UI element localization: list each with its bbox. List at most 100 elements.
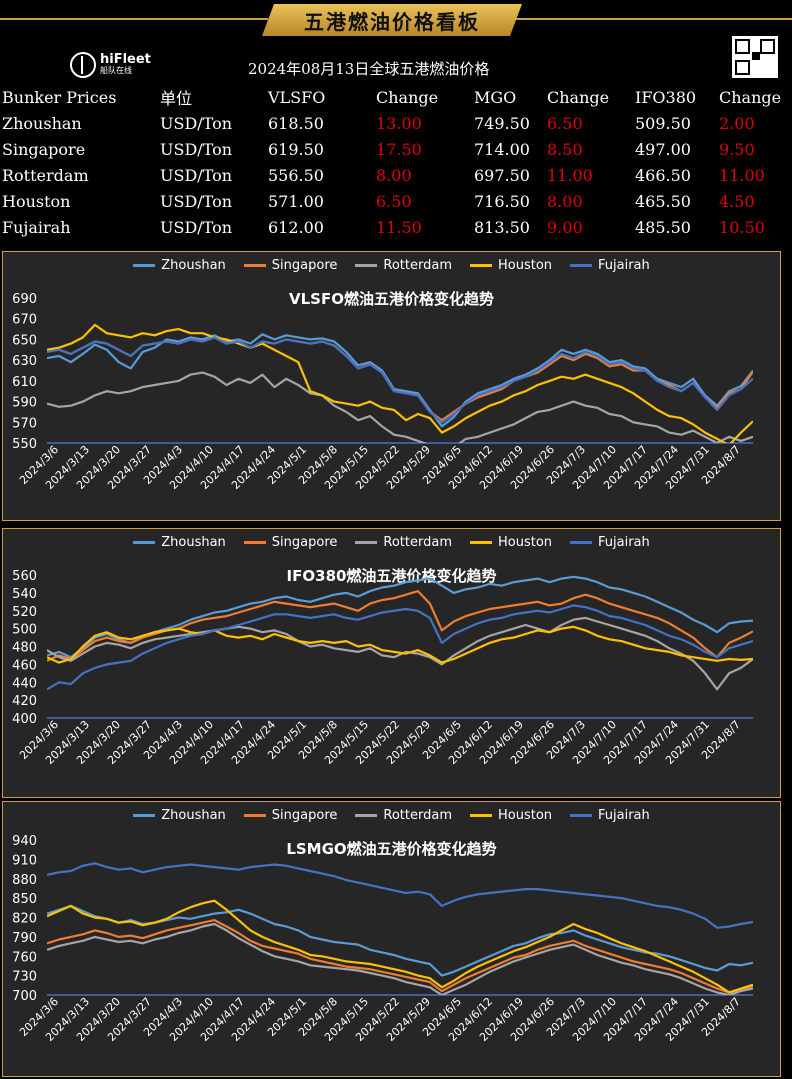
legend-item: Zhoushan <box>133 258 226 273</box>
legend-swatch <box>243 814 266 817</box>
y-tick-label: 590 <box>12 396 37 411</box>
legend-item: Houston <box>469 258 552 273</box>
legend-item: Fujairah <box>570 808 650 823</box>
date-title: 2024年08月13日全球五港燃油价格 <box>248 60 490 78</box>
legend-swatch <box>133 264 156 267</box>
legend-swatch <box>133 541 156 544</box>
price-cell: 697.50 <box>474 165 530 185</box>
y-tick-label: 400 <box>12 712 37 727</box>
price-cell: 714.00 <box>474 139 530 159</box>
legend-label: Zhoushan <box>161 258 226 273</box>
table-row: Rotterdam USD/Ton 556.50 8.00 697.50 11.00 466… <box>2 162 781 188</box>
logo: hiFleet 船队在线 <box>70 52 151 78</box>
y-tick-label: 570 <box>12 416 37 431</box>
y-tick-label: 820 <box>12 912 37 927</box>
price-cell: 749.50 <box>474 113 530 133</box>
change-cell: 6.50 <box>376 191 412 211</box>
change-cell: 13.00 <box>376 113 422 133</box>
chart-panel-ifo380: Zhoushan Singapore Rotterdam Houston Fujaira… <box>2 528 781 798</box>
series-line-houston <box>47 625 753 664</box>
chart-svg: 6906706506306105905705502024/3/62024/3/1… <box>12 292 753 492</box>
legend-label: Fujairah <box>598 808 650 823</box>
port-cell: Houston <box>2 191 71 211</box>
legend-swatch <box>570 814 593 817</box>
series-line-singapore <box>47 336 753 422</box>
table-row: Houston USD/Ton 571.00 6.50 716.50 8.00 465.50… <box>2 188 781 214</box>
chart-title: IFO380燃油五港价格变化趋势 <box>286 567 497 585</box>
y-tick-label: 630 <box>12 354 37 369</box>
legend-swatch <box>469 541 492 544</box>
y-tick-label: 730 <box>12 970 37 985</box>
logo-sub: 船队在线 <box>100 66 132 75</box>
change-cell: 17.50 <box>376 139 422 159</box>
y-tick-label: 850 <box>12 892 37 907</box>
table-row: Singapore USD/Ton 619.50 17.50 714.00 8.50 497… <box>2 136 781 162</box>
legend-label: Singapore <box>271 535 338 550</box>
port-cell: Zhoushan <box>2 113 82 133</box>
chart-legend: Zhoushan Singapore Rotterdam Houston Fujaira… <box>3 808 780 823</box>
change-cell: 8.00 <box>376 165 412 185</box>
change-cell: 2.00 <box>719 113 755 133</box>
y-tick-label: 690 <box>12 292 37 307</box>
header-cell: VLSFO <box>268 87 326 107</box>
legend-swatch <box>570 264 593 267</box>
legend-swatch <box>355 541 378 544</box>
series-line-singapore <box>47 918 753 994</box>
legend-label: Houston <box>497 808 553 823</box>
port-cell: Singapore <box>2 139 86 159</box>
series-line-houston <box>47 899 753 994</box>
legend-label: Rotterdam <box>383 808 452 823</box>
unit-cell: USD/Ton <box>160 113 233 133</box>
legend-item: Houston <box>469 808 553 823</box>
legend-item: Zhoushan <box>133 535 226 550</box>
legend-label: Rotterdam <box>383 258 452 273</box>
price-cell: 465.50 <box>635 191 691 211</box>
header-cell: Bunker Prices <box>2 87 117 107</box>
legend-item: Rotterdam <box>355 258 452 273</box>
chart-legend: Zhoushan Singapore Rotterdam Houston Fujaira… <box>3 258 780 273</box>
y-tick-label: 520 <box>12 605 37 620</box>
y-tick-label: 910 <box>12 853 37 868</box>
legend-item: Fujairah <box>570 258 650 273</box>
header-cell: IFO380 <box>635 87 697 107</box>
legend-label: Singapore <box>271 808 338 823</box>
y-tick-label: 650 <box>12 333 37 348</box>
legend-swatch <box>469 264 492 267</box>
header-cell: 单位 <box>160 89 193 108</box>
legend-swatch <box>469 814 492 817</box>
chart-svg: 5605405205004804604404204002024/3/62024/… <box>12 569 753 767</box>
chart-panel-lsmgo: Zhoushan Singapore Rotterdam Houston Fujaira… <box>2 801 781 1077</box>
unit-cell: USD/Ton <box>160 139 233 159</box>
change-cell: 10.50 <box>719 217 765 237</box>
price-cell: 497.00 <box>635 139 691 159</box>
price-cell: 813.50 <box>474 217 530 237</box>
change-cell: 8.50 <box>547 139 583 159</box>
change-cell: 6.50 <box>547 113 583 133</box>
y-tick-label: 440 <box>12 676 37 691</box>
y-tick-label: 940 <box>12 834 37 849</box>
series-line-zhoushan <box>47 575 753 659</box>
y-tick-label: 460 <box>12 658 37 673</box>
y-tick-label: 760 <box>12 950 37 965</box>
change-cell: 8.00 <box>547 191 583 211</box>
banner-left-rule <box>0 18 268 20</box>
y-tick-label: 700 <box>12 989 37 1004</box>
legend-swatch <box>355 264 378 267</box>
y-tick-label: 560 <box>12 569 37 584</box>
banner: 五港燃油价格看板 <box>262 4 522 36</box>
y-tick-label: 670 <box>12 313 37 328</box>
legend-item: Singapore <box>243 535 338 550</box>
chart-panel-vlsfo: Zhoushan Singapore Rotterdam Houston Fujaira… <box>2 251 781 521</box>
unit-cell: USD/Ton <box>160 191 233 211</box>
series-line-rotterdam <box>47 922 753 995</box>
y-tick-label: 790 <box>12 931 37 946</box>
legend-item: Rotterdam <box>355 808 452 823</box>
legend-label: Fujairah <box>598 535 650 550</box>
legend-swatch <box>570 541 593 544</box>
legend-item: Rotterdam <box>355 535 452 550</box>
legend-item: Zhoushan <box>133 808 226 823</box>
series-line-rotterdam <box>47 616 753 691</box>
y-tick-label: 420 <box>12 694 37 709</box>
y-tick-label: 480 <box>12 641 37 656</box>
change-cell: 9.50 <box>719 139 755 159</box>
